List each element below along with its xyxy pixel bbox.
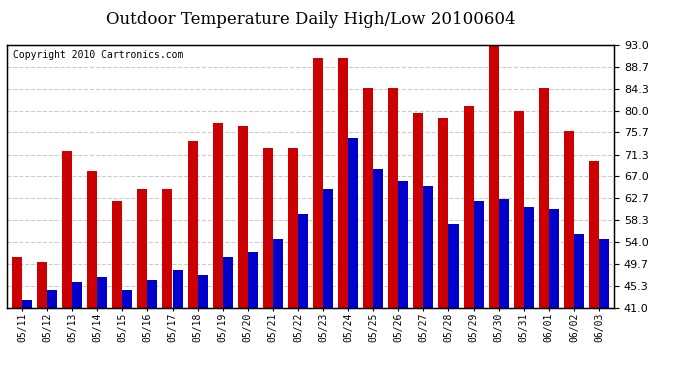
Bar bbox=[223, 257, 233, 375]
Bar bbox=[238, 126, 248, 375]
Bar bbox=[464, 106, 473, 375]
Bar bbox=[373, 169, 383, 375]
Bar bbox=[599, 239, 609, 375]
Bar bbox=[363, 88, 373, 375]
Text: Copyright 2010 Cartronics.com: Copyright 2010 Cartronics.com bbox=[13, 50, 184, 60]
Bar bbox=[298, 214, 308, 375]
Bar bbox=[213, 123, 223, 375]
Bar bbox=[87, 171, 97, 375]
Bar bbox=[323, 189, 333, 375]
Bar bbox=[122, 290, 132, 375]
Bar bbox=[473, 201, 484, 375]
Bar bbox=[524, 207, 534, 375]
Bar bbox=[564, 131, 574, 375]
Bar bbox=[288, 148, 298, 375]
Bar bbox=[37, 262, 47, 375]
Bar bbox=[499, 199, 509, 375]
Bar bbox=[398, 181, 408, 375]
Bar bbox=[137, 189, 148, 375]
Bar bbox=[97, 277, 107, 375]
Bar bbox=[148, 280, 157, 375]
Bar bbox=[574, 234, 584, 375]
Bar bbox=[197, 274, 208, 375]
Bar bbox=[273, 239, 283, 375]
Bar bbox=[162, 189, 172, 375]
Bar bbox=[248, 252, 258, 375]
Bar bbox=[549, 209, 559, 375]
Bar bbox=[313, 58, 323, 375]
Bar bbox=[424, 186, 433, 375]
Bar bbox=[338, 58, 348, 375]
Bar bbox=[539, 88, 549, 375]
Bar bbox=[62, 151, 72, 375]
Bar bbox=[413, 113, 424, 375]
Bar bbox=[72, 282, 82, 375]
Bar bbox=[188, 141, 197, 375]
Bar bbox=[47, 290, 57, 375]
Bar bbox=[589, 161, 599, 375]
Text: Outdoor Temperature Daily High/Low 20100604: Outdoor Temperature Daily High/Low 20100… bbox=[106, 11, 515, 28]
Bar bbox=[172, 270, 183, 375]
Bar bbox=[22, 300, 32, 375]
Bar bbox=[388, 88, 398, 375]
Bar bbox=[489, 42, 499, 375]
Bar bbox=[438, 118, 449, 375]
Bar bbox=[348, 138, 358, 375]
Bar bbox=[514, 111, 524, 375]
Bar bbox=[263, 148, 273, 375]
Bar bbox=[448, 224, 459, 375]
Bar bbox=[112, 201, 122, 375]
Bar bbox=[12, 257, 22, 375]
